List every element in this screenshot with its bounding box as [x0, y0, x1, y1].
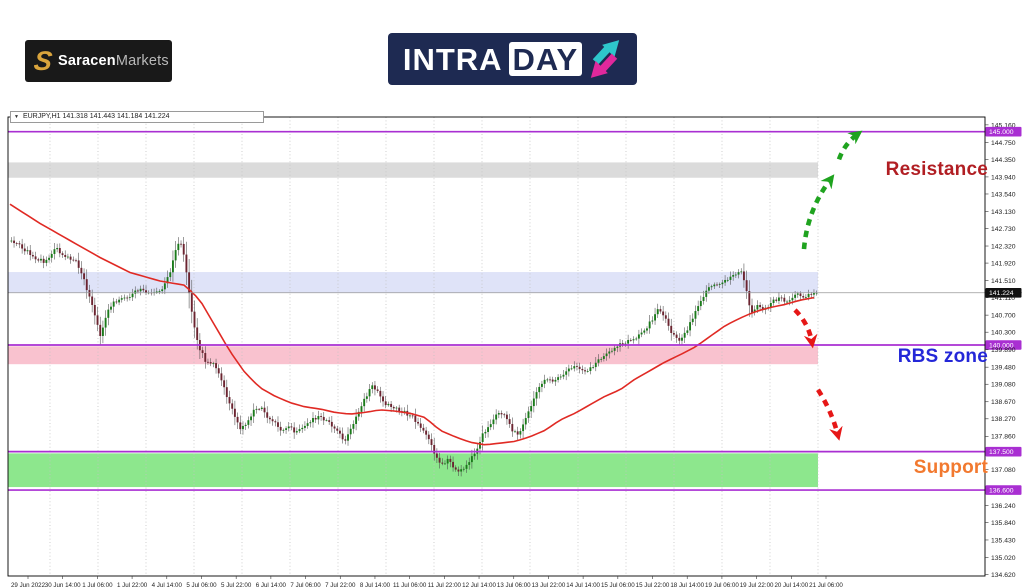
svg-text:19 Jul 22:00: 19 Jul 22:00 — [740, 582, 774, 587]
svg-text:143.130: 143.130 — [991, 209, 1016, 216]
plot-border — [7, 116, 986, 577]
intraday-wordmark-day: DAY — [508, 42, 583, 76]
svg-text:139.080: 139.080 — [991, 382, 1016, 389]
bearish-drop-arrow — [816, 388, 843, 441]
svg-text:6 Jul 14:00: 6 Jul 14:00 — [256, 582, 287, 587]
svg-text:8 Jul 14:00: 8 Jul 14:00 — [360, 582, 391, 587]
intraday-logo: INTRA DAY — [388, 33, 637, 85]
svg-text:4 Jul 14:00: 4 Jul 14:00 — [152, 582, 183, 587]
saracen-brand-light: Markets — [115, 53, 169, 69]
time-axis[interactable]: 29 Jun 2022 30 Jun 14:00 1 Jul 06:00 1 Jul … — [11, 576, 843, 587]
chevron-down-icon[interactable]: ▼ — [14, 114, 19, 120]
svg-text:135.430: 135.430 — [991, 537, 1016, 544]
flip-zone — [8, 272, 818, 293]
svg-text:143.940: 143.940 — [991, 174, 1016, 181]
svg-text:143.540: 143.540 — [991, 191, 1016, 198]
svg-text:138.270: 138.270 — [991, 416, 1016, 423]
svg-text:144.350: 144.350 — [991, 157, 1016, 164]
svg-text:13 Jul 06:00: 13 Jul 06:00 — [497, 582, 531, 587]
svg-text:11 Jul 22:00: 11 Jul 22:00 — [428, 582, 462, 587]
svg-text:20 Jul 14:00: 20 Jul 14:00 — [774, 582, 808, 587]
svg-text:142.320: 142.320 — [991, 243, 1016, 250]
trend-arrows — [793, 130, 863, 441]
svg-text:5 Jul 22:00: 5 Jul 22:00 — [221, 582, 252, 587]
saracen-brand-bold: Saracen — [58, 53, 116, 69]
svg-text:13 Jul 22:00: 13 Jul 22:00 — [532, 582, 566, 587]
saracen-s-icon: S — [32, 45, 54, 76]
svg-text:15 Jul 22:00: 15 Jul 22:00 — [636, 582, 670, 587]
svg-text:1 Jul 22:00: 1 Jul 22:00 — [117, 582, 148, 587]
svg-text:29 Jun 2022: 29 Jun 2022 — [11, 582, 46, 587]
svg-text:136.240: 136.240 — [991, 503, 1016, 510]
symbol-ohlc-text: EURJPY,H1 141.318 141.443 141.184 141.22… — [22, 113, 170, 120]
svg-text:141.510: 141.510 — [991, 278, 1016, 285]
symbol-info-bar[interactable]: ▼ EURJPY,H1 141.318 141.443 141.184 141.… — [10, 111, 264, 123]
resistance-label: Resistance — [885, 159, 988, 180]
svg-text:138.670: 138.670 — [991, 399, 1016, 406]
saracen-brand-text: SaracenMarkets — [58, 53, 169, 69]
level-lines — [8, 130, 985, 491]
up-down-trend-arrows-icon — [590, 40, 620, 78]
svg-text:12 Jul 14:00: 12 Jul 14:00 — [462, 582, 496, 587]
svg-text:7 Jul 22:00: 7 Jul 22:00 — [325, 582, 356, 587]
support-label: Support — [913, 457, 988, 478]
rbs-zone — [8, 346, 818, 365]
svg-text:11 Jul 06:00: 11 Jul 06:00 — [393, 582, 427, 587]
svg-text:141.920: 141.920 — [991, 260, 1016, 267]
svg-text:19 Jul 06:00: 19 Jul 06:00 — [705, 582, 739, 587]
svg-text:137.860: 137.860 — [991, 434, 1016, 441]
svg-text:144.750: 144.750 — [991, 140, 1016, 147]
bullish-breakout-arrow — [801, 174, 835, 250]
svg-text:145.000: 145.000 — [989, 129, 1014, 136]
svg-text:5 Jul 06:00: 5 Jul 06:00 — [186, 582, 217, 587]
svg-text:15 Jul 06:00: 15 Jul 06:00 — [601, 582, 635, 587]
candles — [10, 236, 818, 477]
svg-text:145.160: 145.160 — [991, 122, 1016, 129]
svg-text:137.500: 137.500 — [989, 449, 1014, 456]
svg-text:18 Jul 14:00: 18 Jul 14:00 — [670, 582, 704, 587]
svg-text:140.300: 140.300 — [991, 330, 1016, 337]
svg-text:14 Jul 14:00: 14 Jul 14:00 — [566, 582, 600, 587]
svg-text:139.480: 139.480 — [991, 365, 1016, 372]
price-zones — [8, 162, 818, 488]
svg-text:141.110: 141.110 — [991, 295, 1015, 302]
svg-text:30 Jun 14:00: 30 Jun 14:00 — [45, 582, 81, 587]
svg-text:1 Jul 06:00: 1 Jul 06:00 — [82, 582, 113, 587]
svg-text:142.730: 142.730 — [991, 226, 1016, 233]
moving-average-line — [9, 203, 815, 446]
svg-text:140.700: 140.700 — [991, 313, 1016, 320]
support-zone — [8, 453, 818, 488]
svg-text:135.020: 135.020 — [991, 555, 1016, 562]
svg-text:137.080: 137.080 — [991, 467, 1016, 474]
svg-text:136.600: 136.600 — [989, 487, 1014, 494]
svg-text:139.890: 139.890 — [991, 347, 1016, 354]
saracen-markets-logo: S SaracenMarkets — [25, 40, 172, 82]
svg-text:135.840: 135.840 — [991, 520, 1016, 527]
svg-text:141.224: 141.224 — [989, 290, 1014, 297]
svg-text:134.620: 134.620 — [991, 572, 1016, 579]
bullish-continuation-arrow — [836, 130, 863, 161]
rbs-zone-label: RBS zone — [897, 346, 988, 367]
intraday-wordmark-intra: INTRA — [402, 41, 503, 77]
svg-text:140.000: 140.000 — [989, 342, 1014, 349]
svg-text:21 Jul 06:00: 21 Jul 06:00 — [809, 582, 843, 587]
bearish-pullback-arrow — [793, 308, 818, 349]
resistance-zone — [8, 162, 818, 178]
svg-text:7 Jul 06:00: 7 Jul 06:00 — [290, 582, 321, 587]
